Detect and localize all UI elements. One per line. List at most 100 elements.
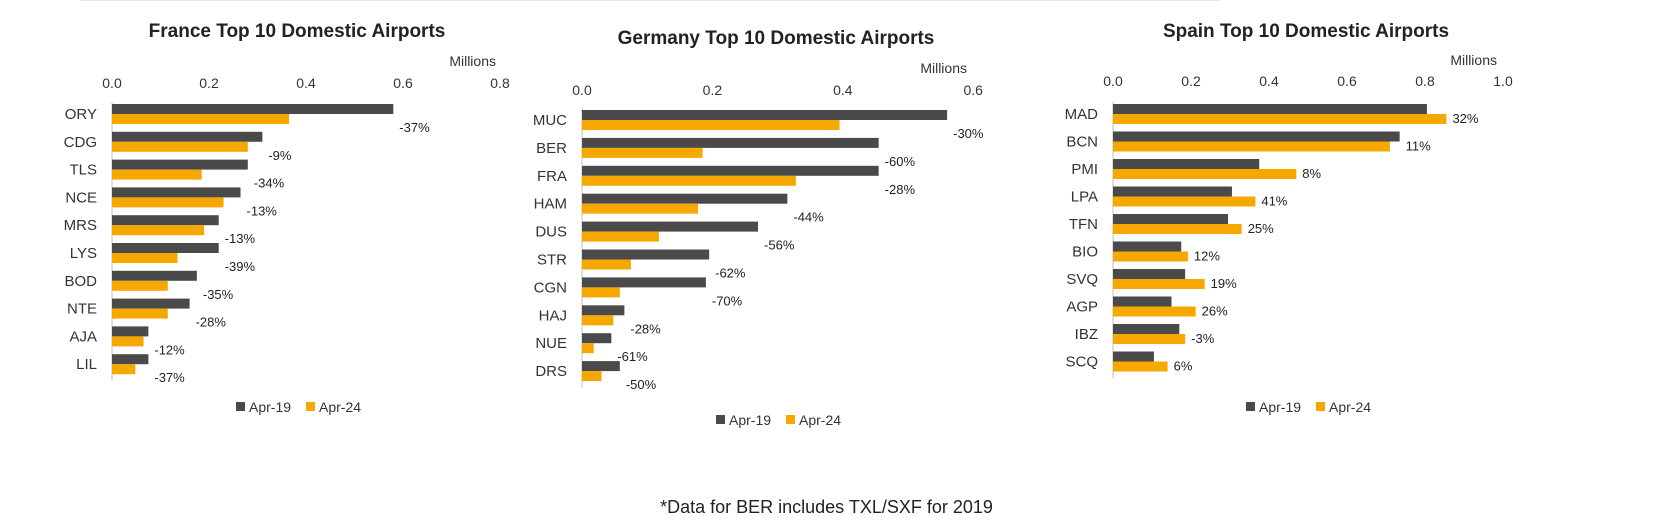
category-label: BER: [536, 140, 567, 157]
bar-apr19-fra: [582, 165, 879, 176]
bar-apr19-nue: [582, 333, 612, 344]
data-label: 11%: [1406, 139, 1431, 154]
data-label: -34%: [254, 176, 285, 191]
category-label: MRS: [64, 217, 97, 234]
category-label: TFN: [1069, 216, 1098, 233]
tick-label: 0.4: [833, 82, 853, 98]
legend-label-apr24: Apr-24: [799, 412, 841, 428]
bar-apr19-ber: [582, 137, 879, 148]
bar-apr19-aja: [112, 326, 149, 337]
data-label: -3%: [1191, 331, 1215, 346]
bar-apr19-ibz: [1113, 324, 1180, 334]
tick-label: 0.4: [1259, 73, 1279, 89]
bar-apr24-bcn: [1113, 141, 1390, 152]
tick-label: 0.0: [1103, 73, 1123, 89]
data-label: -12%: [154, 342, 185, 357]
category-label: HAJ: [539, 307, 567, 324]
category-label: FRA: [537, 168, 567, 185]
legend-label-apr24: Apr-24: [1329, 399, 1371, 415]
legend-label-apr19: Apr-19: [249, 399, 291, 415]
legend-label-apr19: Apr-19: [1259, 399, 1301, 415]
bar-apr24-cdg: [112, 141, 248, 152]
category-label: STR: [537, 252, 567, 269]
bar-apr19-svq: [1113, 269, 1186, 279]
bar-apr19-bio: [1113, 241, 1182, 252]
bar-apr24-nue: [582, 343, 594, 354]
bar-apr19-muc: [582, 110, 948, 120]
legend-swatch-apr19: [236, 402, 245, 411]
data-label: 25%: [1248, 221, 1274, 236]
chart-title: France Top 10 Domestic Airports: [149, 21, 446, 42]
top-divider: [80, 0, 1220, 1]
spain-chart: Spain Top 10 Domestic Airports Millions …: [1060, 0, 1620, 440]
data-label: -35%: [203, 287, 234, 302]
legend-swatch-apr19: [716, 415, 725, 424]
data-label: -60%: [885, 154, 916, 169]
tick-label: 0.2: [1181, 73, 1201, 89]
tick-label: 0.4: [296, 75, 316, 91]
bar-apr19-agp: [1113, 296, 1172, 307]
data-label: -50%: [626, 377, 657, 392]
category-label: CGN: [534, 279, 567, 296]
category-label: IBZ: [1075, 326, 1098, 343]
category-label: LIL: [76, 356, 97, 373]
category-label: DRS: [535, 363, 567, 380]
data-label: -61%: [617, 349, 648, 364]
units-label: Millions: [449, 53, 496, 69]
bar-apr24-nte: [112, 308, 168, 319]
bar-apr24-drs: [582, 371, 602, 382]
bar-apr24-lil: [112, 364, 136, 375]
category-label: TLS: [69, 162, 97, 179]
category-label: BOD: [64, 273, 97, 290]
category-label: AGP: [1066, 299, 1098, 316]
bar-apr19-ham: [582, 193, 788, 204]
bar-apr24-mrs: [112, 225, 205, 236]
category-label: NUE: [535, 335, 567, 352]
germany-chart: Germany Top 10 Domestic Airports Million…: [520, 0, 1080, 440]
data-label: 19%: [1211, 276, 1237, 291]
legend: Apr-19 Apr-24: [716, 412, 841, 428]
bar-apr24-fra: [582, 175, 796, 186]
tick-label: 0.0: [102, 75, 122, 91]
bar-apr19-lpa: [1113, 186, 1232, 197]
legend-label-apr24: Apr-24: [319, 399, 361, 415]
tick-label: 0.8: [490, 75, 510, 91]
bar-apr24-svq: [1113, 279, 1205, 289]
data-label: 6%: [1174, 359, 1193, 374]
data-label: -37%: [399, 120, 430, 135]
data-label: -9%: [268, 148, 292, 163]
data-label: 12%: [1194, 249, 1220, 264]
bar-apr24-ham: [582, 203, 699, 214]
bar-apr24-bio: [1113, 251, 1188, 262]
bar-apr24-tls: [112, 169, 202, 180]
bar-apr19-cdg: [112, 131, 263, 142]
bar-apr19-cgn: [582, 277, 706, 288]
bar-apr24-tfn: [1113, 224, 1242, 234]
bar-apr19-mad: [1113, 104, 1427, 114]
tick-label: 0.2: [199, 75, 219, 91]
footnote: *Data for BER includes TXL/SXF for 2019: [660, 497, 993, 517]
bar-apr24-scq: [1113, 361, 1168, 372]
data-label: -13%: [247, 203, 278, 218]
bar-apr24-nce: [112, 197, 224, 208]
category-label: ORY: [65, 106, 97, 123]
legend: Apr-19 Apr-24: [1246, 399, 1371, 415]
tick-label: 0.6: [1337, 73, 1357, 89]
data-label: 8%: [1302, 166, 1321, 181]
tick-label: 1.0: [1493, 73, 1513, 89]
category-label: MAD: [1065, 106, 1099, 123]
bar-apr19-bod: [112, 270, 197, 281]
units-label: Millions: [1450, 52, 1497, 68]
category-label: NTE: [67, 301, 97, 318]
category-label: BCN: [1066, 134, 1098, 151]
bar-apr24-agp: [1113, 306, 1196, 317]
france-chart: France Top 10 Domestic Airports Millions…: [0, 0, 560, 440]
bar-apr19-dus: [582, 221, 759, 232]
bar-apr24-lpa: [1113, 196, 1256, 207]
data-label: -28%: [196, 315, 227, 330]
bar-apr19-nte: [112, 298, 190, 309]
bar-apr24-ber: [582, 147, 703, 158]
category-label: CDG: [64, 134, 97, 151]
bar-apr24-cgn: [582, 287, 620, 298]
data-label: -44%: [793, 210, 824, 225]
